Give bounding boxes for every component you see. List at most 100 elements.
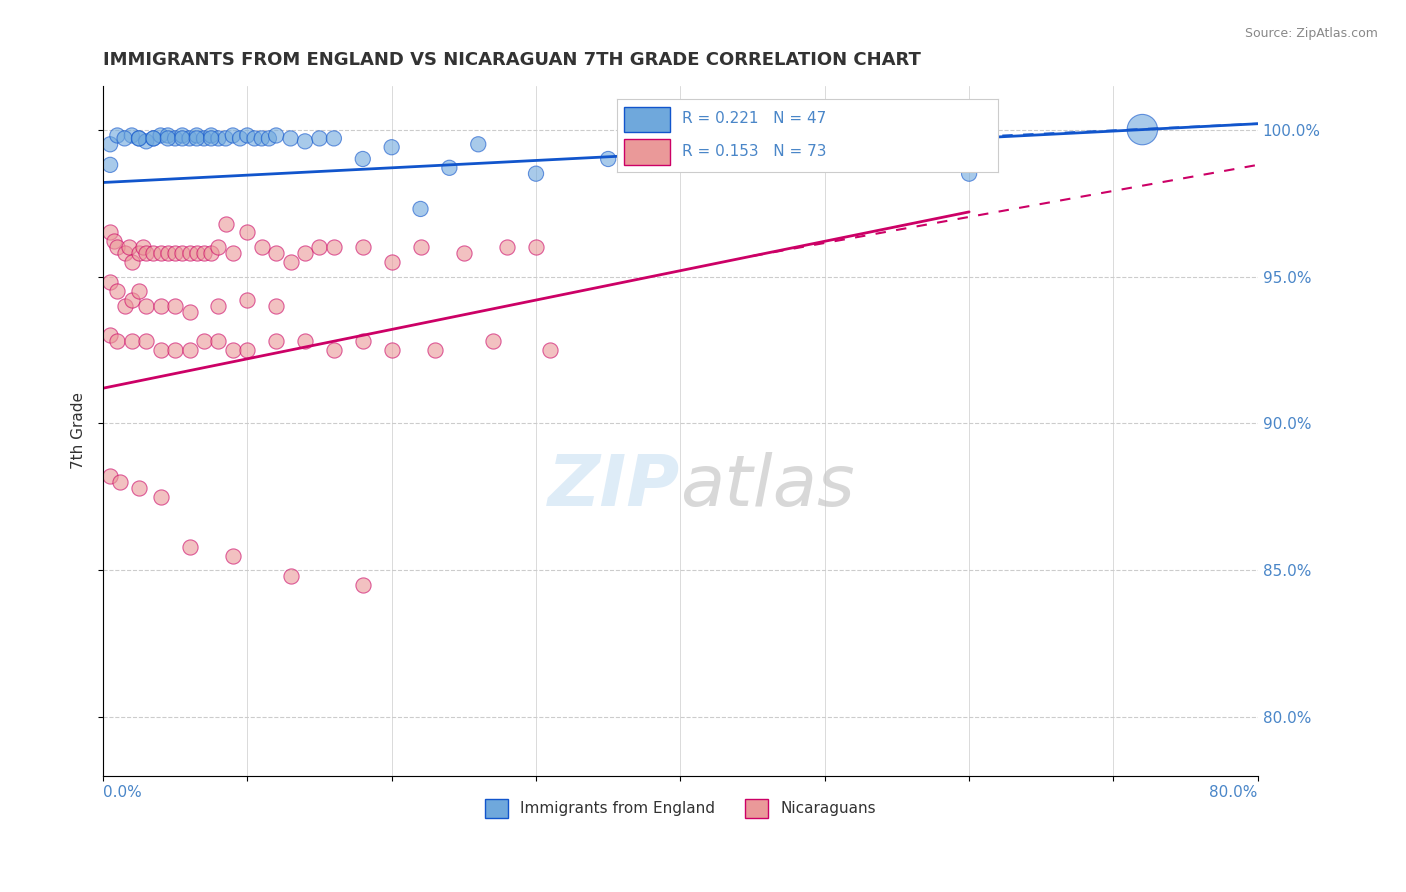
Point: [264, 299, 287, 313]
Point: [186, 128, 208, 143]
Point: [156, 131, 179, 145]
Y-axis label: 7th Grade: 7th Grade: [72, 392, 86, 469]
Point: [524, 167, 547, 181]
Point: [409, 202, 432, 216]
Point: [114, 299, 136, 313]
Point: [207, 299, 229, 313]
Point: [172, 131, 194, 145]
Point: [121, 334, 143, 349]
Point: [207, 334, 229, 349]
Point: [110, 475, 132, 490]
Point: [128, 481, 150, 495]
Point: [352, 240, 374, 254]
Point: [741, 143, 763, 157]
Point: [149, 299, 172, 313]
Point: [200, 131, 222, 145]
Legend: Immigrants from England, Nicaraguans: Immigrants from England, Nicaraguans: [478, 793, 882, 824]
Point: [280, 131, 302, 145]
Point: [243, 131, 266, 145]
Point: [149, 343, 172, 357]
Point: [280, 569, 302, 583]
Point: [172, 128, 194, 143]
Point: [98, 137, 121, 152]
Point: [156, 246, 179, 260]
Point: [165, 246, 187, 260]
Point: [135, 134, 157, 148]
Point: [598, 152, 620, 166]
Point: [222, 246, 245, 260]
Point: [381, 140, 404, 154]
Point: [352, 578, 374, 592]
Point: [236, 293, 259, 307]
Point: [264, 246, 287, 260]
Point: [121, 255, 143, 269]
Point: [236, 128, 259, 143]
Point: [352, 334, 374, 349]
Point: [128, 131, 150, 145]
Point: [179, 305, 201, 319]
Point: [165, 299, 187, 313]
Point: [294, 334, 316, 349]
Point: [132, 240, 155, 254]
Point: [214, 131, 236, 145]
Point: [538, 343, 561, 357]
Point: [165, 131, 187, 145]
Point: [322, 131, 344, 145]
Point: [222, 343, 245, 357]
Point: [105, 334, 128, 349]
Text: ZIP: ZIP: [548, 451, 681, 521]
Point: [222, 128, 245, 143]
Point: [264, 128, 287, 143]
Point: [322, 240, 344, 254]
Point: [193, 246, 215, 260]
Point: [105, 128, 128, 143]
Text: atlas: atlas: [681, 451, 855, 521]
Point: [453, 246, 475, 260]
Point: [179, 246, 201, 260]
Point: [128, 246, 150, 260]
Point: [105, 240, 128, 254]
Point: [229, 131, 252, 145]
Point: [98, 158, 121, 172]
Point: [105, 285, 128, 299]
Point: [200, 246, 222, 260]
Text: 80.0%: 80.0%: [1209, 785, 1258, 800]
Point: [128, 131, 150, 145]
Point: [103, 234, 125, 248]
Point: [381, 343, 404, 357]
Point: [135, 246, 157, 260]
Point: [98, 226, 121, 240]
Point: [200, 128, 222, 143]
Point: [207, 131, 229, 145]
Point: [118, 240, 141, 254]
Point: [439, 161, 461, 175]
Point: [423, 343, 446, 357]
Point: [149, 128, 172, 143]
Point: [98, 328, 121, 343]
Point: [186, 131, 208, 145]
Point: [308, 240, 330, 254]
Point: [481, 334, 503, 349]
Point: [1130, 122, 1153, 136]
Point: [193, 334, 215, 349]
Point: [165, 343, 187, 357]
Point: [250, 131, 273, 145]
Point: [257, 131, 280, 145]
Point: [172, 246, 194, 260]
Point: [179, 343, 201, 357]
Point: [640, 158, 662, 172]
Point: [236, 343, 259, 357]
Point: [179, 540, 201, 554]
Point: [186, 246, 208, 260]
Point: [236, 226, 259, 240]
Point: [142, 131, 165, 145]
Point: [409, 240, 432, 254]
Point: [957, 167, 980, 181]
Point: [128, 285, 150, 299]
Point: [322, 343, 344, 357]
Point: [524, 240, 547, 254]
Point: [98, 469, 121, 483]
Text: IMMIGRANTS FROM ENGLAND VS NICARAGUAN 7TH GRADE CORRELATION CHART: IMMIGRANTS FROM ENGLAND VS NICARAGUAN 7T…: [103, 51, 921, 69]
Point: [98, 276, 121, 290]
Point: [207, 240, 229, 254]
